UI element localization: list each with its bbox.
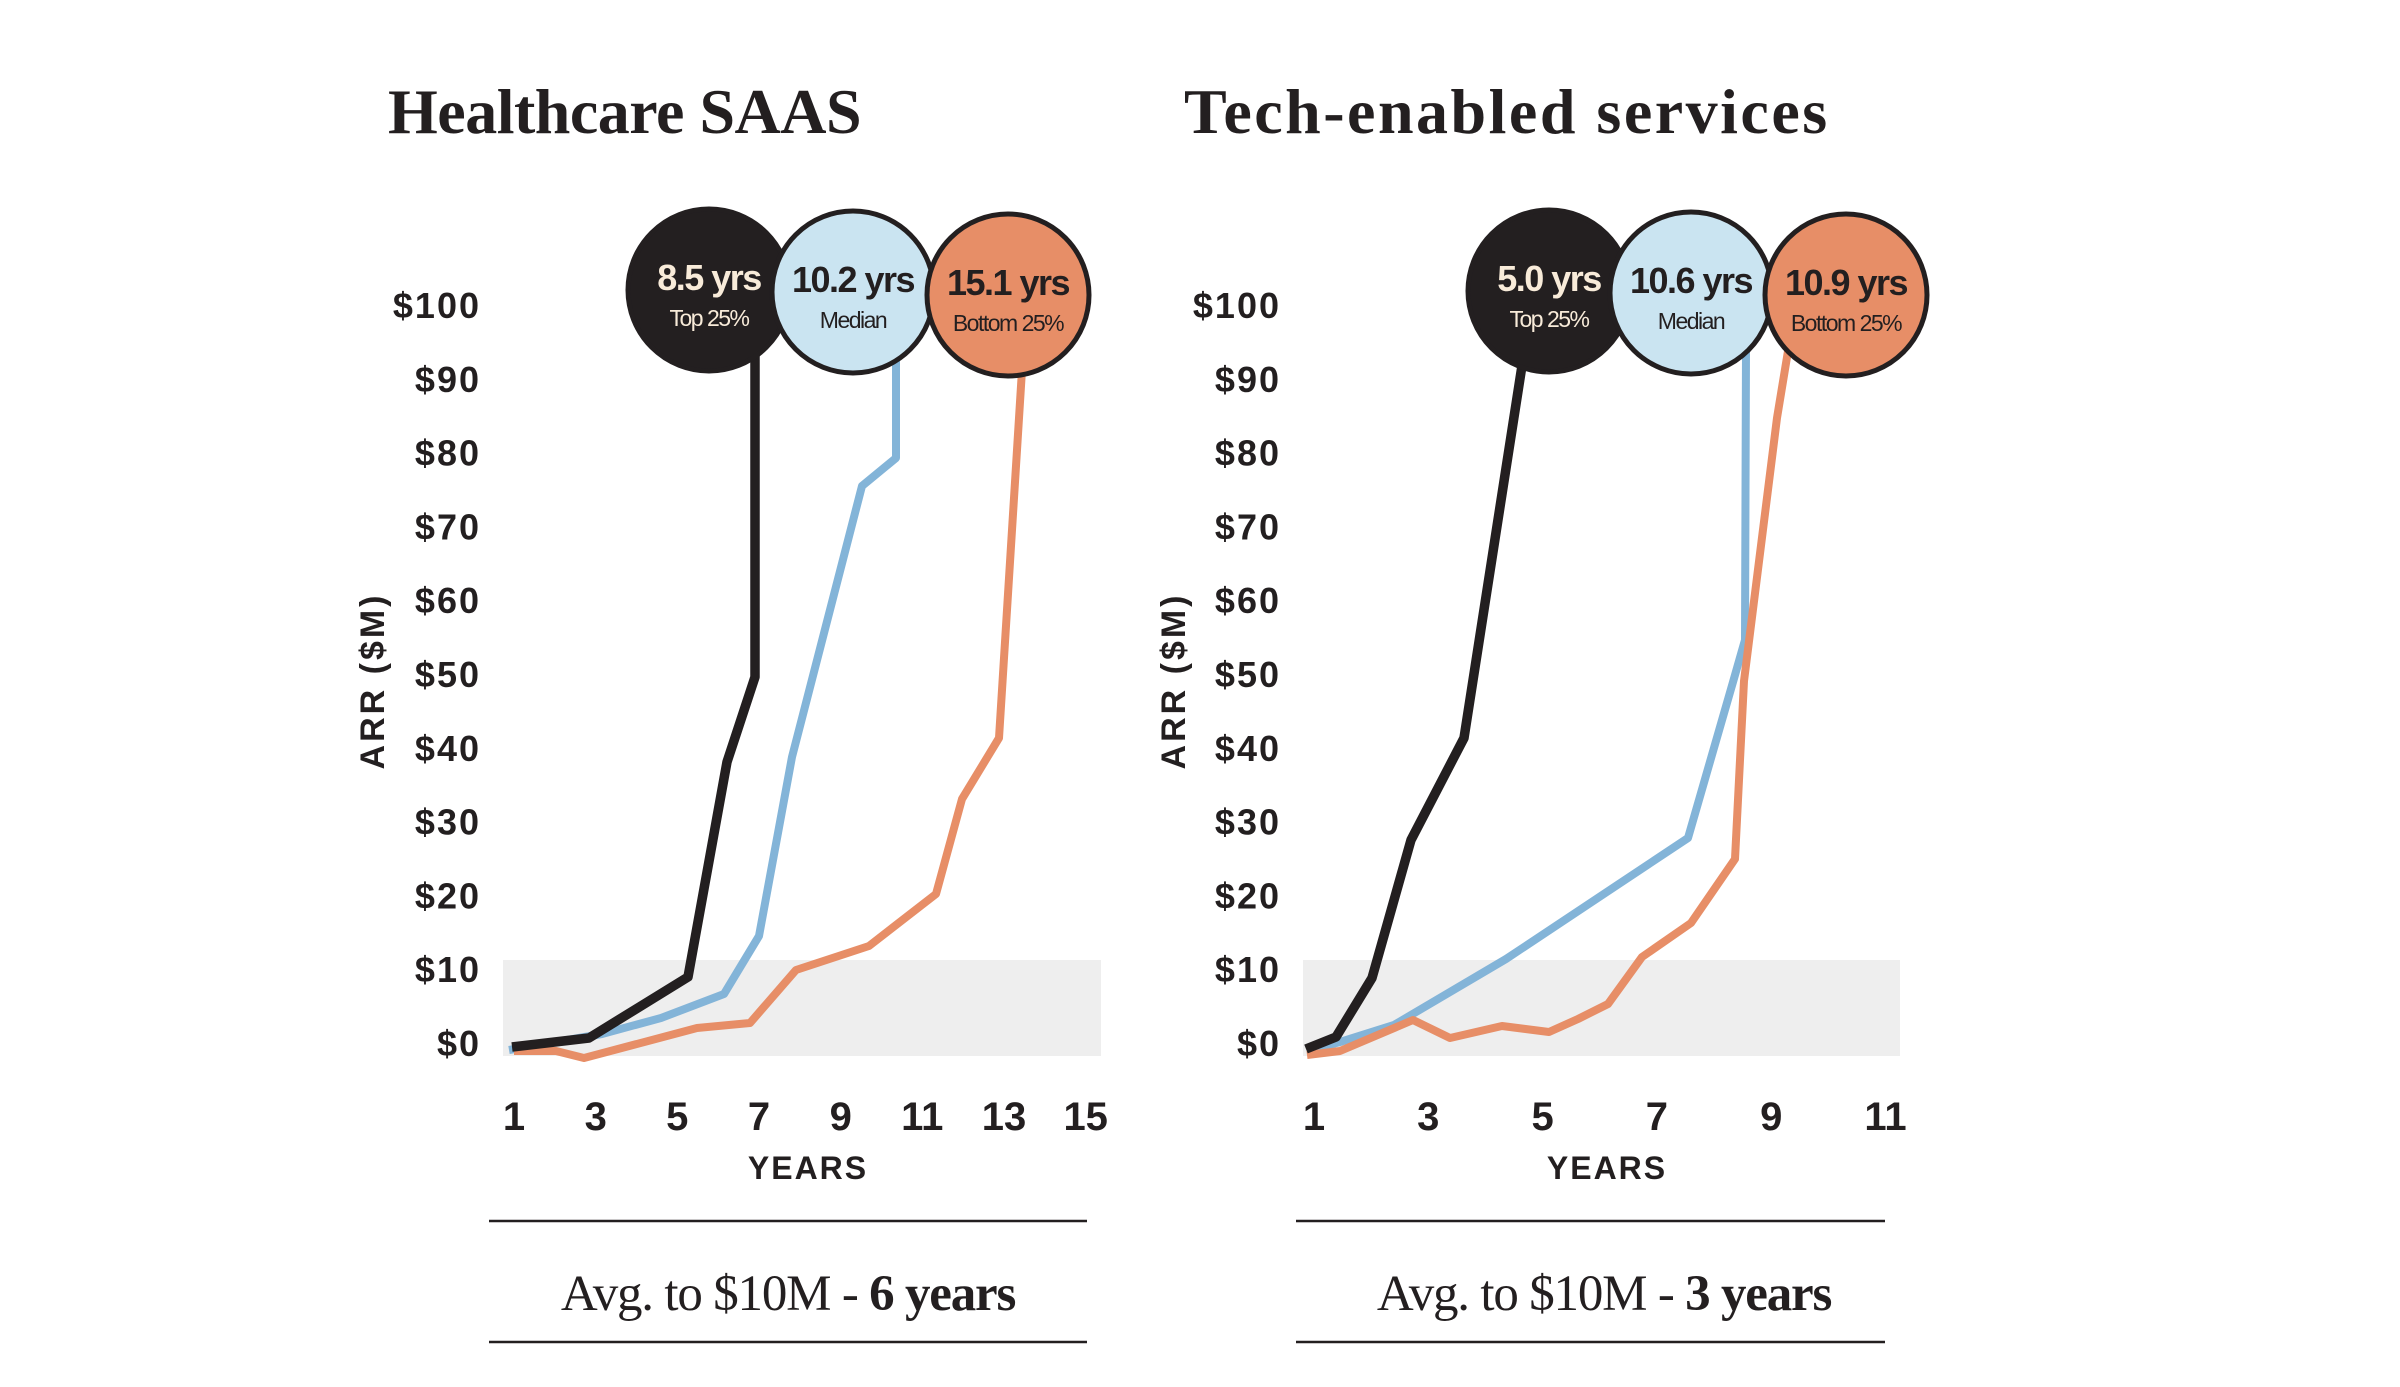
svg-text:Median: Median — [1658, 308, 1725, 334]
svg-text:$50: $50 — [1215, 654, 1281, 695]
svg-text:$100: $100 — [1193, 285, 1281, 326]
svg-text:$70: $70 — [1215, 506, 1281, 547]
svg-text:13: 13 — [982, 1095, 1027, 1139]
svg-text:$30: $30 — [1215, 802, 1281, 843]
svg-text:$30: $30 — [415, 802, 481, 843]
svg-text:11: 11 — [901, 1095, 943, 1139]
svg-text:YEARS: YEARS — [1547, 1150, 1667, 1186]
svg-text:$100: $100 — [393, 285, 481, 326]
svg-text:7: 7 — [1646, 1095, 1668, 1139]
svg-text:$40: $40 — [1215, 728, 1281, 769]
svg-text:$60: $60 — [415, 580, 481, 621]
svg-text:$20: $20 — [415, 875, 481, 916]
svg-text:YEARS: YEARS — [748, 1150, 868, 1186]
svg-text:1: 1 — [503, 1095, 525, 1139]
svg-text:$10: $10 — [1215, 949, 1281, 990]
svg-text:ARR ($M): ARR ($M) — [1155, 593, 1193, 770]
svg-text:$60: $60 — [1215, 580, 1281, 621]
svg-text:Top 25%: Top 25% — [1509, 306, 1589, 332]
svg-text:15: 15 — [1063, 1095, 1108, 1139]
svg-text:11: 11 — [1864, 1095, 1906, 1139]
svg-text:10.9 yrs: 10.9 yrs — [1785, 262, 1908, 303]
svg-text:8.5 yrs: 8.5 yrs — [657, 257, 761, 298]
svg-text:Avg. to $10M - 3 years: Avg. to $10M - 3 years — [1377, 1266, 1832, 1322]
svg-text:$20: $20 — [1215, 875, 1281, 916]
svg-text:$80: $80 — [1215, 433, 1281, 474]
svg-text:10.6 yrs: 10.6 yrs — [1630, 260, 1753, 301]
svg-text:$80: $80 — [415, 433, 481, 474]
svg-text:$10: $10 — [415, 949, 481, 990]
svg-text:$40: $40 — [415, 728, 481, 769]
svg-text:9: 9 — [1760, 1095, 1782, 1139]
svg-text:1: 1 — [1303, 1095, 1325, 1139]
svg-text:$90: $90 — [415, 359, 481, 400]
svg-text:$70: $70 — [415, 506, 481, 547]
svg-text:ARR ($M): ARR ($M) — [354, 593, 392, 770]
svg-text:10.2 yrs: 10.2 yrs — [792, 259, 915, 300]
svg-text:Top 25%: Top 25% — [669, 305, 749, 331]
svg-text:Healthcare SAAS: Healthcare SAAS — [388, 76, 861, 147]
svg-text:9: 9 — [830, 1095, 852, 1139]
svg-text:Median: Median — [820, 307, 887, 333]
svg-text:7: 7 — [748, 1095, 770, 1139]
svg-text:Bottom 25%: Bottom 25% — [953, 310, 1064, 336]
svg-text:$0: $0 — [437, 1023, 481, 1064]
svg-text:Tech-enabled services: Tech-enabled services — [1184, 76, 1830, 147]
svg-text:$0: $0 — [1237, 1023, 1281, 1064]
svg-text:3: 3 — [585, 1095, 607, 1139]
svg-text:15.1 yrs: 15.1 yrs — [947, 262, 1070, 303]
svg-text:5.0 yrs: 5.0 yrs — [1497, 258, 1601, 299]
svg-text:3: 3 — [1417, 1095, 1439, 1139]
svg-text:$50: $50 — [415, 654, 481, 695]
svg-text:Bottom 25%: Bottom 25% — [1791, 310, 1902, 336]
svg-text:Avg. to $10M - 6 years: Avg. to $10M - 6 years — [561, 1266, 1016, 1322]
svg-text:5: 5 — [1531, 1095, 1553, 1139]
svg-text:5: 5 — [666, 1095, 688, 1139]
svg-text:$90: $90 — [1215, 359, 1281, 400]
